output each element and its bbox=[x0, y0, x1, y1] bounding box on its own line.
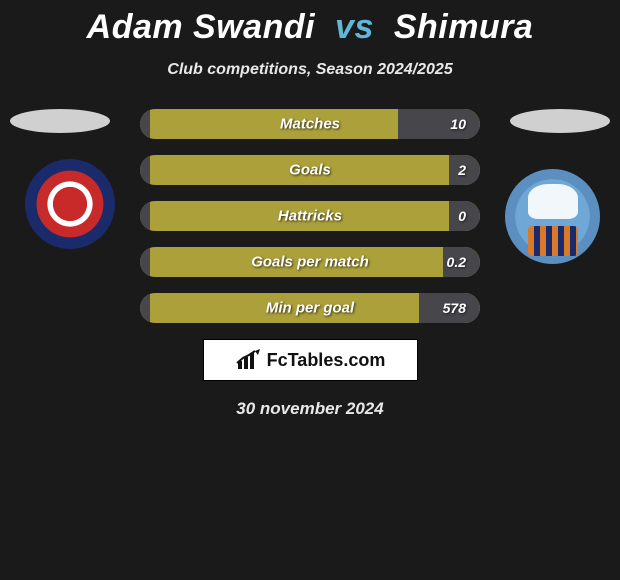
club-badge-right bbox=[505, 169, 600, 264]
brand-box: FcTables.com bbox=[203, 339, 418, 381]
stat-bar-row: Hattricks0 bbox=[140, 201, 480, 231]
stat-bar-value-right: 578 bbox=[443, 300, 466, 316]
stat-bar-row: Min per goal578 bbox=[140, 293, 480, 323]
stat-bar-label: Goals per match bbox=[140, 254, 480, 271]
club-badge-left bbox=[25, 159, 115, 249]
stat-bar-value-right: 0.2 bbox=[447, 254, 466, 270]
stat-bar-label: Hattricks bbox=[140, 208, 480, 225]
stat-bar-row: Goals2 bbox=[140, 155, 480, 185]
player1-name: Adam Swandi bbox=[87, 8, 315, 46]
brand-text: FcTables.com bbox=[267, 350, 386, 371]
stat-bars: Matches10 Goals2 Hattricks0 Goals per match… bbox=[140, 109, 480, 323]
main-area: Matches10 Goals2 Hattricks0 Goals per match… bbox=[0, 109, 620, 419]
stat-bar-row: Goals per match0.2 bbox=[140, 247, 480, 277]
stat-bar-row: Matches10 bbox=[140, 109, 480, 139]
subtitle: Club competitions, Season 2024/2025 bbox=[0, 61, 620, 79]
stat-bar-value-right: 0 bbox=[458, 208, 466, 224]
date-text: 30 november 2024 bbox=[0, 399, 620, 419]
stat-bar-label: Matches bbox=[140, 116, 480, 133]
shadow-ellipse-left bbox=[10, 109, 110, 133]
shadow-ellipse-right bbox=[510, 109, 610, 133]
stat-bar-label: Goals bbox=[140, 162, 480, 179]
stat-bar-value-right: 10 bbox=[450, 116, 466, 132]
vs-separator: vs bbox=[335, 8, 374, 46]
comparison-title: Adam Swandi vs Shimura bbox=[0, 0, 620, 47]
brand-chart-icon bbox=[235, 349, 261, 371]
player2-name: Shimura bbox=[394, 8, 534, 46]
stat-bar-value-right: 2 bbox=[458, 162, 466, 178]
stat-bar-label: Min per goal bbox=[140, 300, 480, 317]
